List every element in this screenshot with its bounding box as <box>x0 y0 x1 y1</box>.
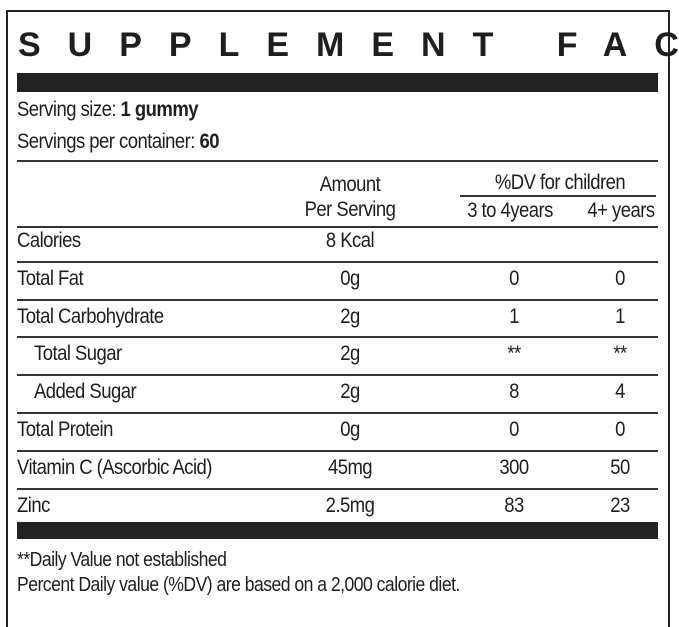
footnote: **Daily Value not established <box>17 549 227 571</box>
rule <box>460 195 656 197</box>
row-label: Total Carbohydrate <box>17 304 164 328</box>
row-dv: 0 <box>509 418 519 441</box>
thick-bar <box>17 73 658 92</box>
column-header: Amount <box>319 173 381 196</box>
column-header: %DV for children <box>494 171 626 194</box>
rule <box>17 160 658 162</box>
row-amount: 2.5mg <box>325 493 375 517</box>
row-amount: 45mg <box>327 455 373 479</box>
row-dv: 0 <box>615 266 625 290</box>
rule <box>17 226 658 228</box>
thick-bar <box>17 522 658 539</box>
row-amount: 2g <box>340 304 360 328</box>
row-dv: 23 <box>610 493 630 517</box>
row-rule <box>17 298 658 301</box>
column-header: 4+ years <box>587 199 655 222</box>
row-dv: 4 <box>615 380 625 404</box>
servings-per-container: Servings per container: 60 <box>17 130 220 154</box>
row-dv: 0 <box>509 266 519 290</box>
frame <box>6 10 670 12</box>
column-header: Per Serving <box>304 198 396 221</box>
servings-value: 60 <box>199 130 220 153</box>
row-amount: 0g <box>340 266 360 290</box>
row-label: Zinc <box>17 493 50 517</box>
row-label: Vitamin C (Ascorbic Acid) <box>17 455 212 479</box>
row-dv: 1 <box>509 304 519 328</box>
row-label: Total Sugar <box>34 342 122 366</box>
row-dv: ** <box>613 342 627 366</box>
frame <box>668 10 670 627</box>
row-rule <box>17 336 658 339</box>
frame <box>6 10 8 627</box>
row-dv: 300 <box>499 455 529 479</box>
row-rule <box>17 374 658 377</box>
row-label: Total Protein <box>17 418 113 441</box>
servings-label: Servings per container: <box>17 130 195 153</box>
serving-size: Serving size: 1 gummy <box>17 98 199 122</box>
row-rule <box>17 260 658 263</box>
row-label: Calories <box>17 229 81 252</box>
footnote: Percent Daily value (%DV) are based on a… <box>17 574 460 596</box>
row-amount: 2g <box>340 342 360 366</box>
row-label: Total Fat <box>17 266 84 290</box>
serving-size-value: 1 gummy <box>120 98 199 121</box>
row-rule <box>17 449 658 452</box>
row-dv: ** <box>507 342 521 366</box>
row-label: Added Sugar <box>34 380 137 404</box>
row-amount: 8 Kcal <box>325 229 375 252</box>
row-dv: 50 <box>610 455 630 479</box>
serving-size-label: Serving size: <box>17 98 116 121</box>
row-rule <box>17 487 658 490</box>
row-dv: 1 <box>615 304 625 328</box>
column-header: 3 to 4years <box>467 199 553 222</box>
row-amount: 2g <box>340 380 360 404</box>
title: SUPPLEMENT FACTS <box>18 26 679 64</box>
row-dv: 83 <box>504 493 524 517</box>
row-amount: 0g <box>340 418 360 441</box>
row-dv: 8 <box>509 380 519 404</box>
row-rule <box>17 412 658 414</box>
row-dv: 0 <box>615 418 625 441</box>
